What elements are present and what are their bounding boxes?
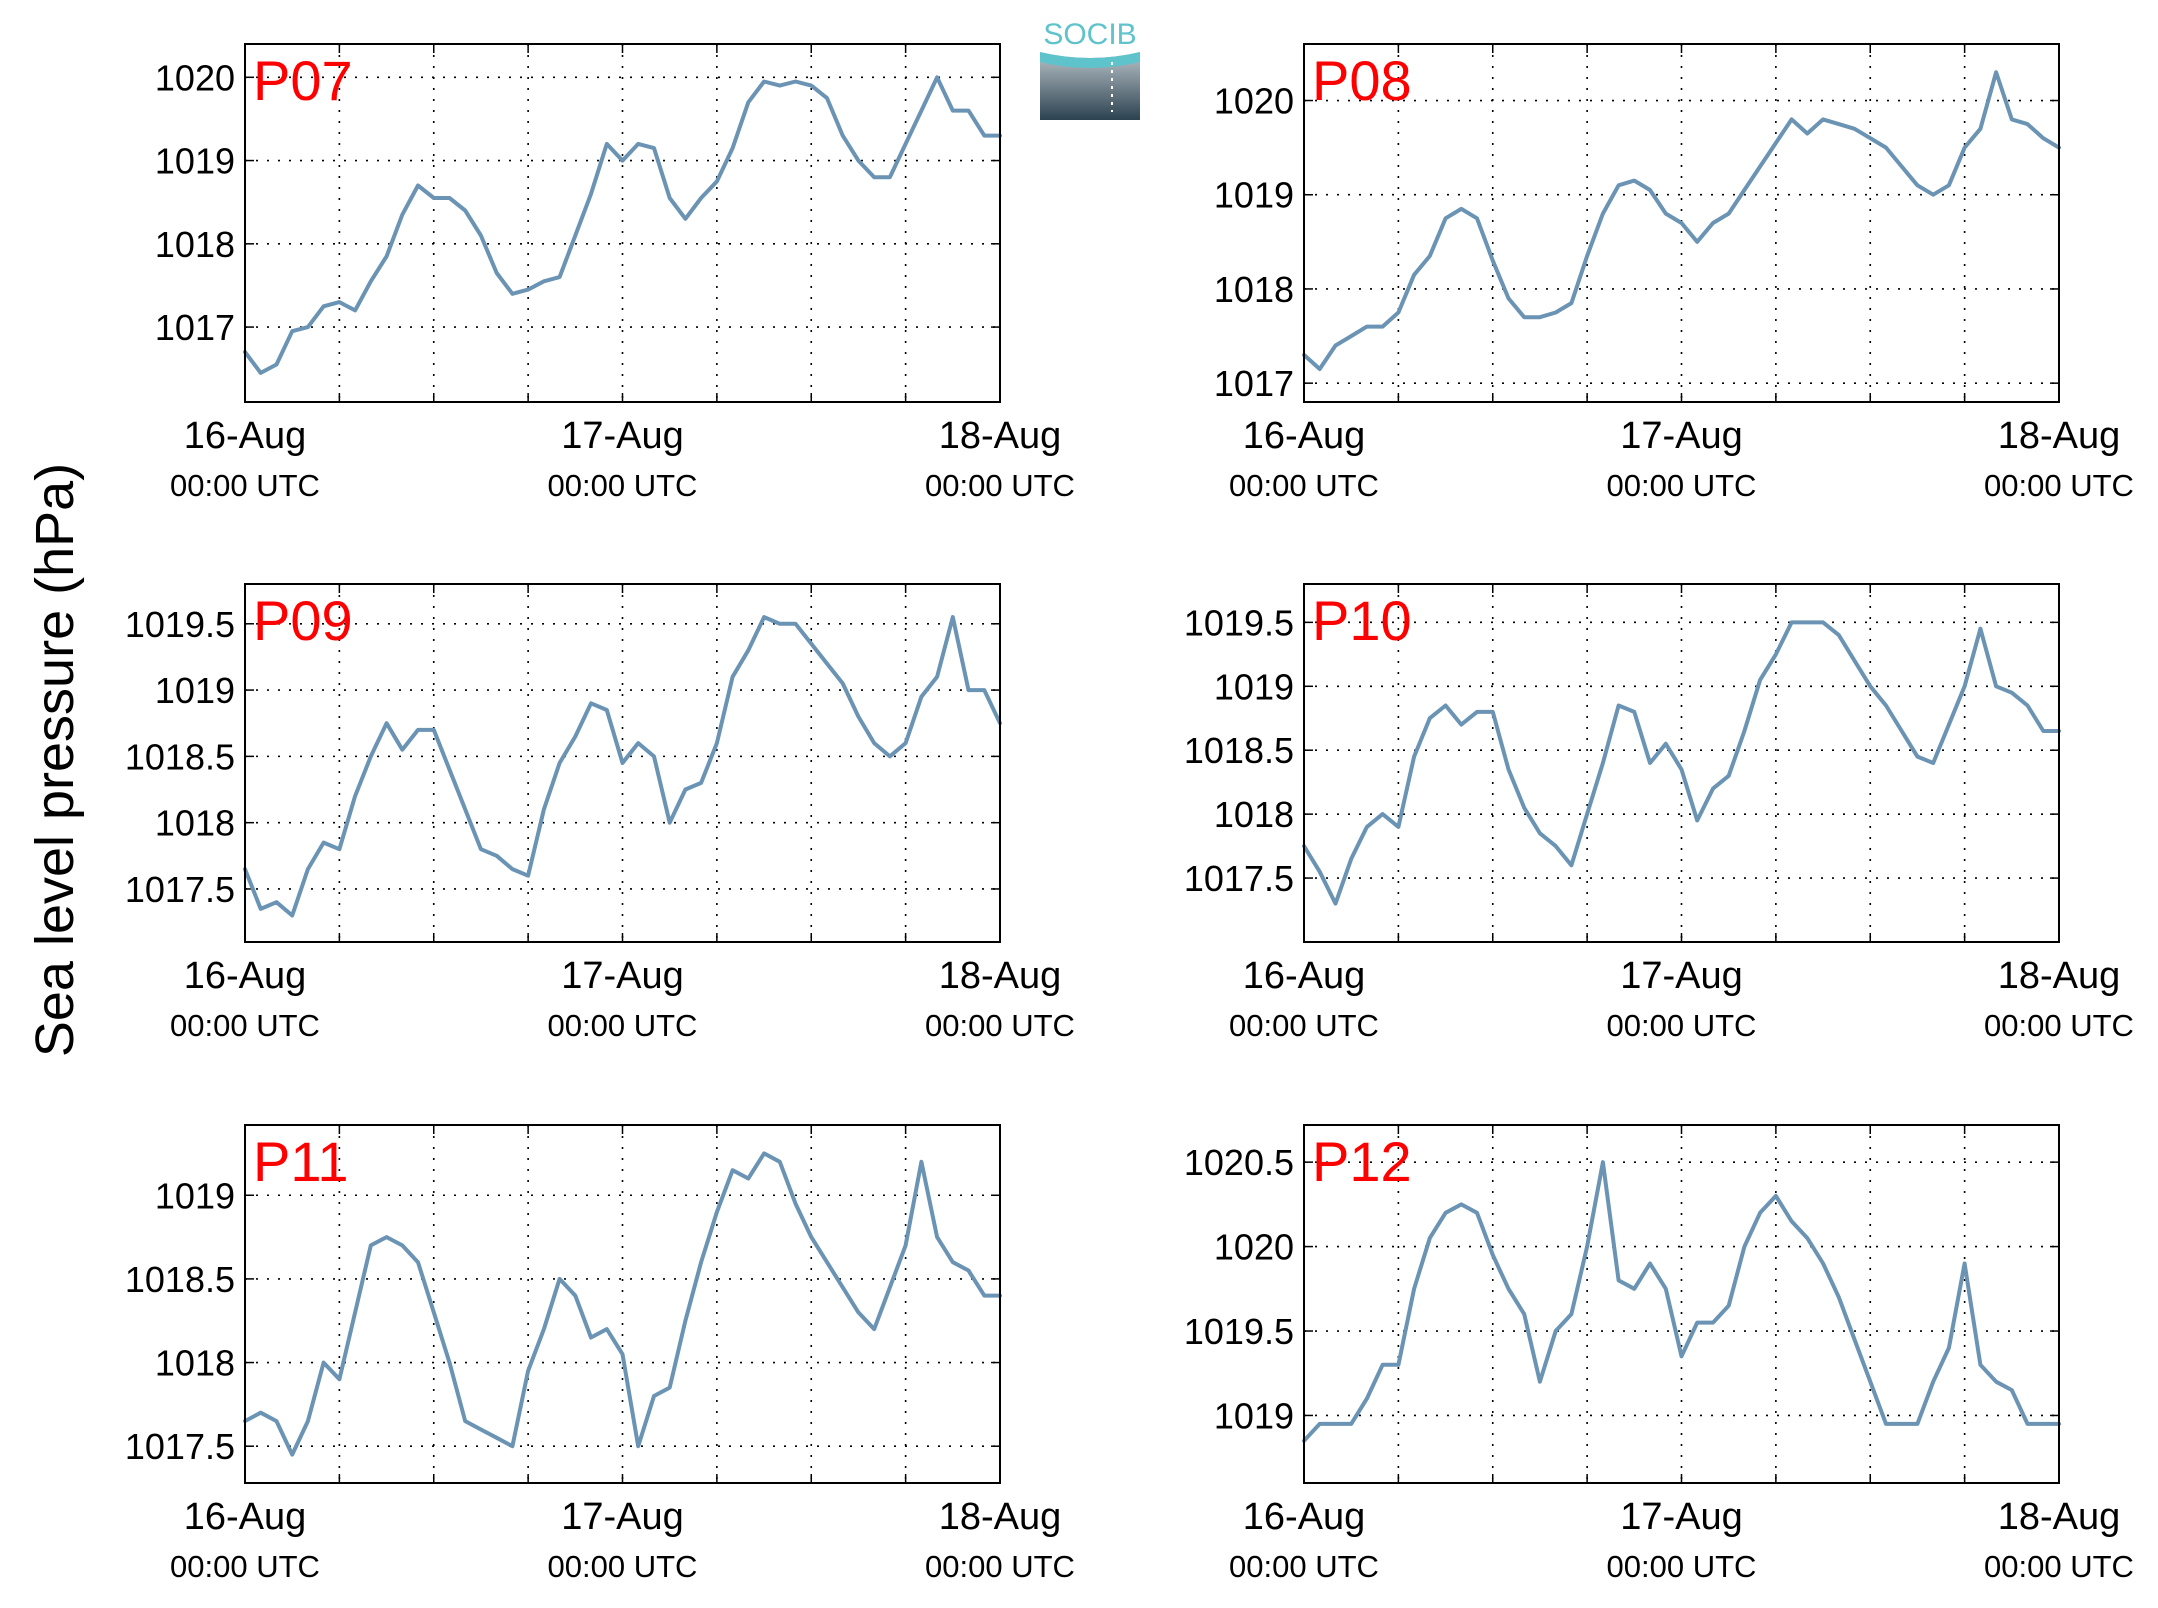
plot-area: [1304, 1125, 2059, 1483]
x-tick-label-date: 17-Aug: [1620, 1496, 1743, 1538]
x-tick-label-date: 17-Aug: [1620, 415, 1743, 457]
plot-frame: [1303, 1124, 2060, 1484]
y-tick-label: 1017: [155, 307, 235, 348]
x-tick-label-date: 16-Aug: [1243, 415, 1366, 457]
pressure-series-line: [1302, 1160, 2061, 1443]
y-tick-label: 1018: [1214, 794, 1294, 835]
y-tick-label: 1018: [155, 803, 235, 844]
x-tick-label-date: 18-Aug: [939, 415, 1062, 457]
y-tick-label: 1018.5: [125, 736, 235, 777]
plot-frame: [244, 1124, 1001, 1484]
y-tick-label: 1019: [155, 1175, 235, 1216]
x-tick-label-date: 16-Aug: [184, 955, 307, 997]
x-tick-label-date: 17-Aug: [561, 415, 684, 457]
pressure-series-line: [243, 75, 1002, 375]
x-tick-label-date: 16-Aug: [184, 415, 307, 457]
plot-frame: [244, 583, 1001, 943]
x-tick-label-time: 00:00 UTC: [548, 1549, 698, 1584]
y-tick-label: 1018: [155, 224, 235, 265]
station-label: P08: [1312, 49, 1412, 112]
pressure-series-line: [243, 615, 1002, 918]
y-tick-label: 1019: [155, 670, 235, 711]
x-tick-label-date: 18-Aug: [939, 955, 1062, 997]
y-tick-label: 1017.5: [125, 869, 235, 910]
x-tick-label-date: 17-Aug: [561, 955, 684, 997]
x-tick-label-time: 00:00 UTC: [170, 1008, 320, 1043]
pressure-series-line: [1302, 620, 2061, 906]
x-tick-label-time: 00:00 UTC: [925, 468, 1075, 503]
plot-frame: [1303, 43, 2060, 403]
x-tick-label-time: 00:00 UTC: [1229, 1549, 1379, 1584]
x-tick-label-time: 00:00 UTC: [548, 1008, 698, 1043]
x-tick-label-time: 00:00 UTC: [170, 468, 320, 503]
y-tick-label: 1019.5: [125, 604, 235, 645]
station-label: P10: [1312, 589, 1412, 652]
y-tick-label: 1018: [1214, 269, 1294, 310]
x-tick-label-date: 17-Aug: [1620, 955, 1743, 997]
x-tick-label-time: 00:00 UTC: [1984, 1549, 2134, 1584]
y-tick-label: 1019: [1214, 666, 1294, 707]
y-tick-label: 1018.5: [1184, 730, 1294, 771]
plot-frame: [1303, 583, 2060, 943]
y-tick-label: 1017: [1214, 363, 1294, 404]
x-tick-label-time: 00:00 UTC: [925, 1008, 1075, 1043]
plot-area: [245, 44, 1000, 402]
x-tick-label-time: 00:00 UTC: [548, 468, 698, 503]
pressure-series-line: [243, 1151, 1002, 1457]
socib-logo: SOCIB: [1040, 18, 1140, 120]
x-tick-label-date: 18-Aug: [1998, 415, 2121, 457]
x-tick-label-date: 18-Aug: [1998, 1496, 2121, 1538]
x-tick-label-date: 18-Aug: [1998, 955, 2121, 997]
x-tick-label-time: 00:00 UTC: [1607, 468, 1757, 503]
y-tick-label: 1020: [1214, 1227, 1294, 1268]
y-tick-label: 1020: [155, 57, 235, 98]
panel-p11: 1017.5 1018 1018.5 1019 16-Aug 00:00 UTC 17-Au…: [125, 1124, 1075, 1584]
panel-p12: 1019 1019.5 1020 1020.5 16-Aug 00:00 UTC 17-Au…: [1184, 1124, 2134, 1584]
y-tick-label: 1019.5: [1184, 602, 1294, 643]
pressure-series-line: [1302, 70, 2061, 371]
plot-frame: [244, 43, 1001, 403]
panel-p10: 1017.5 1018 1018.5 1019 1019.5 16-Aug 00:00 UT…: [1184, 583, 2134, 1043]
y-tick-label: 1018: [155, 1343, 235, 1384]
y-tick-label: 1017.5: [125, 1426, 235, 1467]
station-label: P09: [253, 589, 353, 652]
y-tick-label: 1017.5: [1184, 858, 1294, 899]
y-tick-label: 1018.5: [125, 1259, 235, 1300]
socib-logo-text: SOCIB: [1043, 18, 1136, 51]
y-tick-label: 1019.5: [1184, 1311, 1294, 1352]
y-tick-label: 1019: [1214, 175, 1294, 216]
y-tick-label: 1020: [1214, 81, 1294, 122]
x-tick-label-time: 00:00 UTC: [1607, 1549, 1757, 1584]
panel-p08: 1017 1018 1019 1020 16-Aug 00:00 UTC 17-Aug 00:…: [1214, 43, 2134, 503]
y-tick-label: 1020.5: [1184, 1142, 1294, 1183]
x-tick-label-date: 16-Aug: [1243, 955, 1366, 997]
station-label: P11: [253, 1130, 348, 1193]
x-tick-label-time: 00:00 UTC: [1984, 1008, 2134, 1043]
x-tick-label-time: 00:00 UTC: [1984, 468, 2134, 503]
x-tick-label-date: 16-Aug: [184, 1496, 307, 1538]
panel-p07: 1017 1018 1019 1020 16-Aug 00:00 UTC 17-Aug 00:…: [155, 43, 1075, 503]
x-tick-label-time: 00:00 UTC: [1607, 1008, 1757, 1043]
plot-area: [1304, 584, 2059, 942]
station-label: P07: [253, 49, 353, 112]
y-axis-label: Sea level pressure (hPa): [25, 463, 85, 1057]
x-tick-label-time: 00:00 UTC: [925, 1549, 1075, 1584]
y-tick-label: 1019: [155, 141, 235, 182]
x-tick-label-date: 18-Aug: [939, 1496, 1062, 1538]
x-tick-label-date: 16-Aug: [1243, 1496, 1366, 1538]
station-label: P12: [1312, 1130, 1412, 1193]
panel-p09: 1017.5 1018 1018.5 1019 1019.5 16-Aug 00:00 UT…: [125, 583, 1075, 1043]
y-tick-label: 1019: [1214, 1395, 1294, 1436]
x-tick-label-time: 00:00 UTC: [1229, 468, 1379, 503]
x-tick-label-time: 00:00 UTC: [1229, 1008, 1379, 1043]
x-tick-label-time: 00:00 UTC: [170, 1549, 320, 1584]
x-tick-label-date: 17-Aug: [561, 1496, 684, 1538]
